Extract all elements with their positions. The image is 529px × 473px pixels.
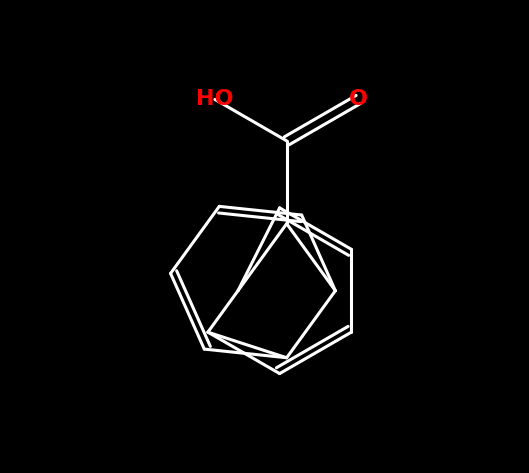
Text: HO: HO: [196, 89, 234, 109]
Text: O: O: [349, 89, 368, 109]
